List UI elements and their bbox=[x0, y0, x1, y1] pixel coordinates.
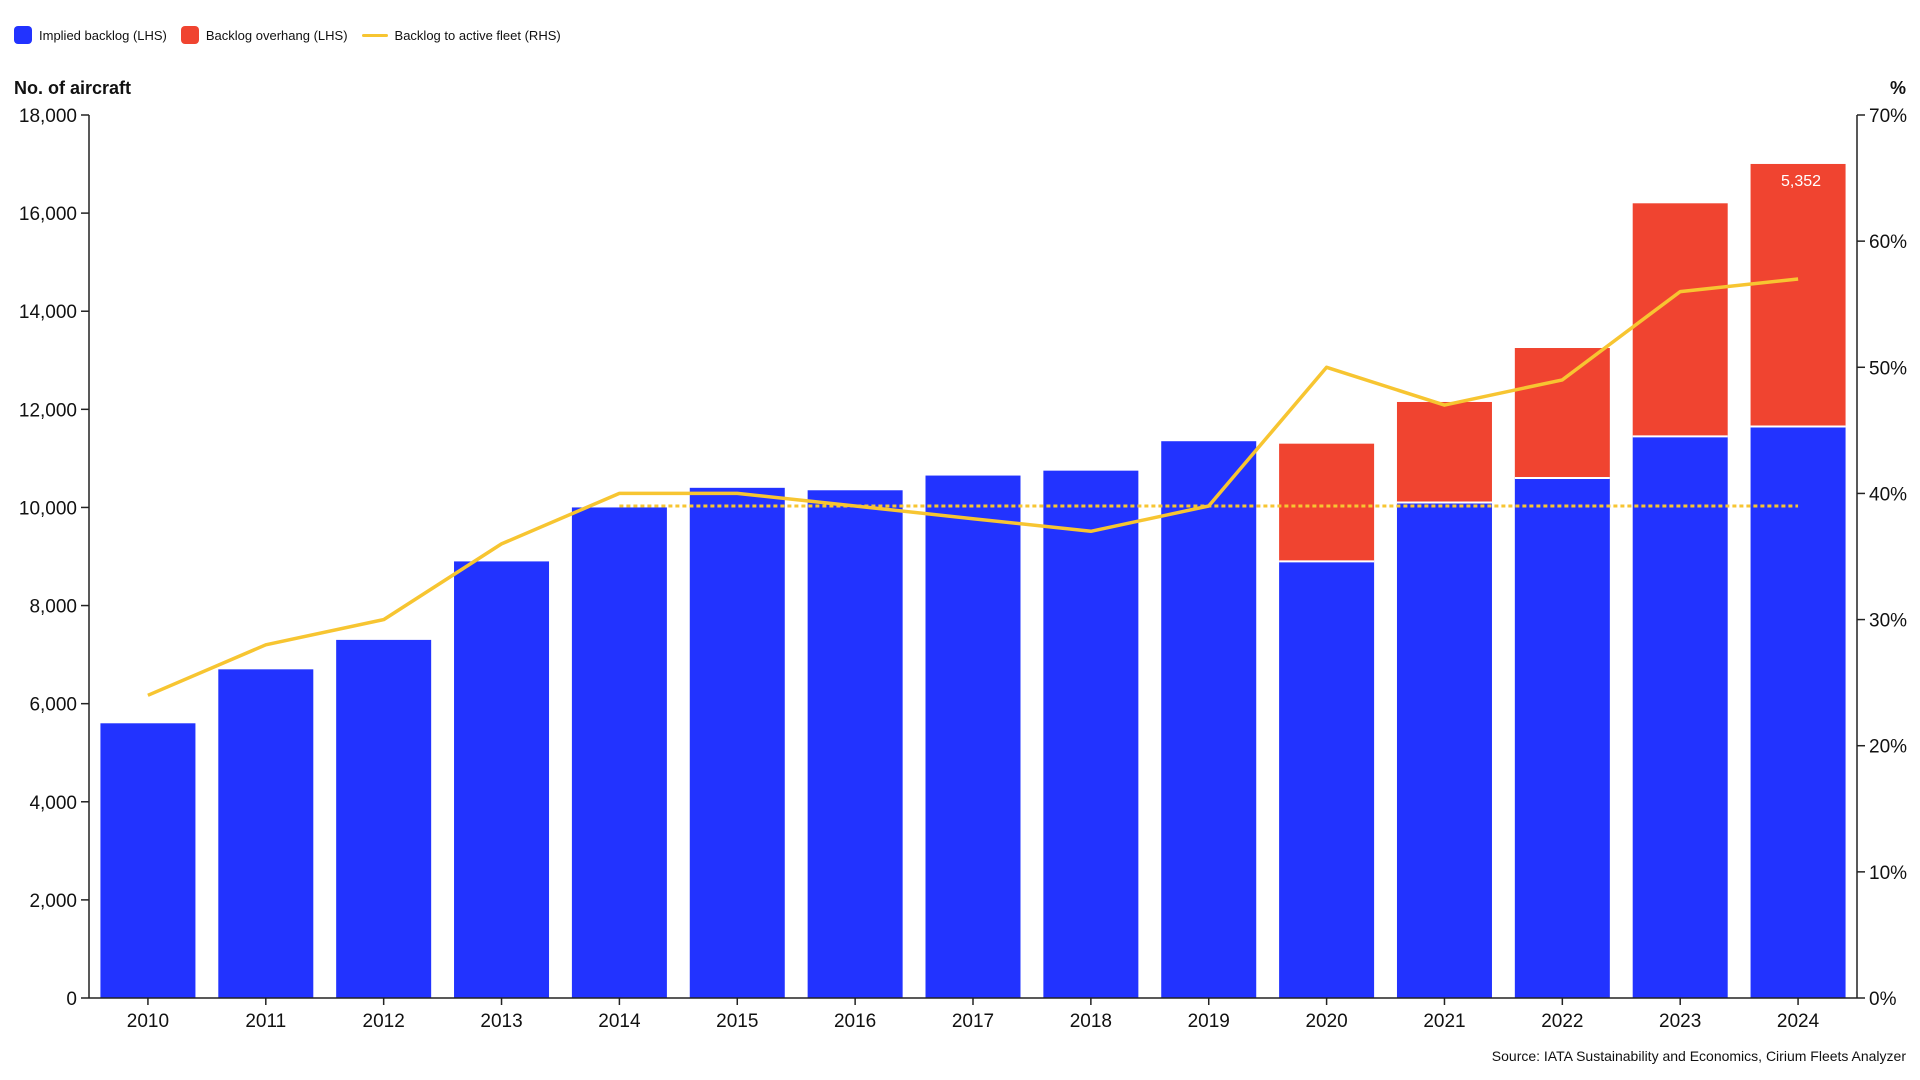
legend-label-backlog-ratio: Backlog to active fleet (RHS) bbox=[394, 27, 561, 43]
left-tick-label: 14,000 bbox=[19, 302, 77, 323]
bar-implied-backlog-2017 bbox=[925, 475, 1021, 998]
right-tick-label: 40% bbox=[1869, 484, 1907, 505]
labels-layer: 5,352 bbox=[1781, 173, 1821, 190]
x-tick-label-2010: 2010 bbox=[127, 1011, 169, 1032]
legend-item-backlog-ratio: Backlog to active fleet (RHS) bbox=[361, 27, 561, 43]
left-tick-label: 8,000 bbox=[29, 597, 77, 618]
left-tick-label: 6,000 bbox=[29, 695, 77, 716]
right-tick-label: 70% bbox=[1869, 106, 1907, 127]
legend-label-implied-backlog: Implied backlog (LHS) bbox=[39, 27, 167, 43]
legend-label-backlog-overhang: Backlog overhang (LHS) bbox=[205, 27, 348, 43]
x-tick-label-2021: 2021 bbox=[1423, 1011, 1465, 1032]
left-tick-label: 10,000 bbox=[19, 498, 77, 519]
bar-backlog-overhang-2022 bbox=[1514, 348, 1610, 479]
bar-backlog-overhang-2021 bbox=[1396, 401, 1492, 503]
right-tick-label: 60% bbox=[1869, 232, 1907, 253]
x-tick-label-2011: 2011 bbox=[245, 1011, 286, 1032]
legend-swatch-implied-backlog bbox=[14, 26, 32, 44]
left-tick-label: 4,000 bbox=[29, 793, 77, 814]
left-tick-label: 0 bbox=[66, 989, 77, 1010]
right-tick-label: 50% bbox=[1869, 358, 1907, 379]
x-tick-label-2017: 2017 bbox=[952, 1011, 994, 1032]
right-axis-title: % bbox=[1889, 78, 1906, 98]
axes-layer: 0 2,000 4,000 6,000 8,000 10,000 12,000 14,000 1… bbox=[19, 106, 1907, 1032]
bar-implied-backlog-2012 bbox=[336, 639, 432, 998]
x-tick-label-2014: 2014 bbox=[598, 1011, 641, 1032]
x-tick-label-2013: 2013 bbox=[480, 1011, 522, 1032]
x-tick-label-2016: 2016 bbox=[834, 1011, 876, 1032]
bar-backlog-overhang-2023 bbox=[1632, 203, 1728, 437]
left-axis-title: No. of aircraft bbox=[14, 78, 132, 98]
x-tick-label-2015: 2015 bbox=[716, 1011, 758, 1032]
bar-implied-backlog-2023 bbox=[1632, 436, 1728, 998]
left-tick-label: 18,000 bbox=[19, 106, 77, 127]
source-note: Source: IATA Sustainability and Economic… bbox=[1491, 1048, 1906, 1064]
bar-backlog-overhang-2024 bbox=[1750, 163, 1846, 427]
right-tick-label: 30% bbox=[1869, 611, 1907, 632]
lines-layer bbox=[147, 277, 1799, 697]
bar-implied-backlog-2019 bbox=[1161, 441, 1257, 998]
bars-layer bbox=[100, 163, 1846, 998]
data-label-2024: 5,352 bbox=[1781, 173, 1821, 190]
bar-implied-backlog-2022 bbox=[1514, 478, 1610, 998]
legend-item-backlog-overhang: Backlog overhang (LHS) bbox=[180, 26, 348, 44]
x-tick-label-2018: 2018 bbox=[1070, 1011, 1112, 1032]
right-tick-label: 20% bbox=[1869, 737, 1907, 758]
x-tick-label-2022: 2022 bbox=[1541, 1011, 1583, 1032]
bar-implied-backlog-2018 bbox=[1043, 470, 1139, 998]
bar-implied-backlog-2015 bbox=[689, 487, 785, 998]
bar-backlog-overhang-2020 bbox=[1279, 443, 1375, 562]
legend-swatch-backlog-overhang bbox=[180, 26, 199, 44]
bar-implied-backlog-2021 bbox=[1396, 502, 1492, 998]
x-tick-label-2019: 2019 bbox=[1188, 1011, 1230, 1032]
x-tick-label-2020: 2020 bbox=[1305, 1011, 1347, 1032]
x-tick-label-2024: 2024 bbox=[1777, 1011, 1820, 1032]
left-tick-label: 12,000 bbox=[19, 400, 77, 421]
x-tick-label-2023: 2023 bbox=[1659, 1011, 1701, 1032]
right-tick-label: 10% bbox=[1869, 863, 1907, 884]
x-tick-label-2012: 2012 bbox=[363, 1011, 405, 1032]
bar-implied-backlog-2011 bbox=[218, 669, 314, 998]
bar-implied-backlog-2024 bbox=[1750, 426, 1846, 998]
left-tick-label: 2,000 bbox=[29, 891, 77, 912]
legend: Implied backlog (LHS) Backlog overhang (… bbox=[14, 26, 561, 44]
left-tick-label: 16,000 bbox=[19, 204, 77, 225]
bar-implied-backlog-2013 bbox=[454, 561, 550, 998]
bar-implied-backlog-2016 bbox=[807, 490, 903, 998]
bar-implied-backlog-2014 bbox=[571, 507, 667, 998]
legend-swatch-backlog-ratio bbox=[361, 33, 388, 37]
bar-implied-backlog-2010 bbox=[100, 723, 196, 998]
legend-item-implied-backlog: Implied backlog (LHS) bbox=[14, 26, 167, 44]
bar-implied-backlog-2020 bbox=[1279, 561, 1375, 998]
right-tick-label: 0% bbox=[1869, 989, 1897, 1010]
